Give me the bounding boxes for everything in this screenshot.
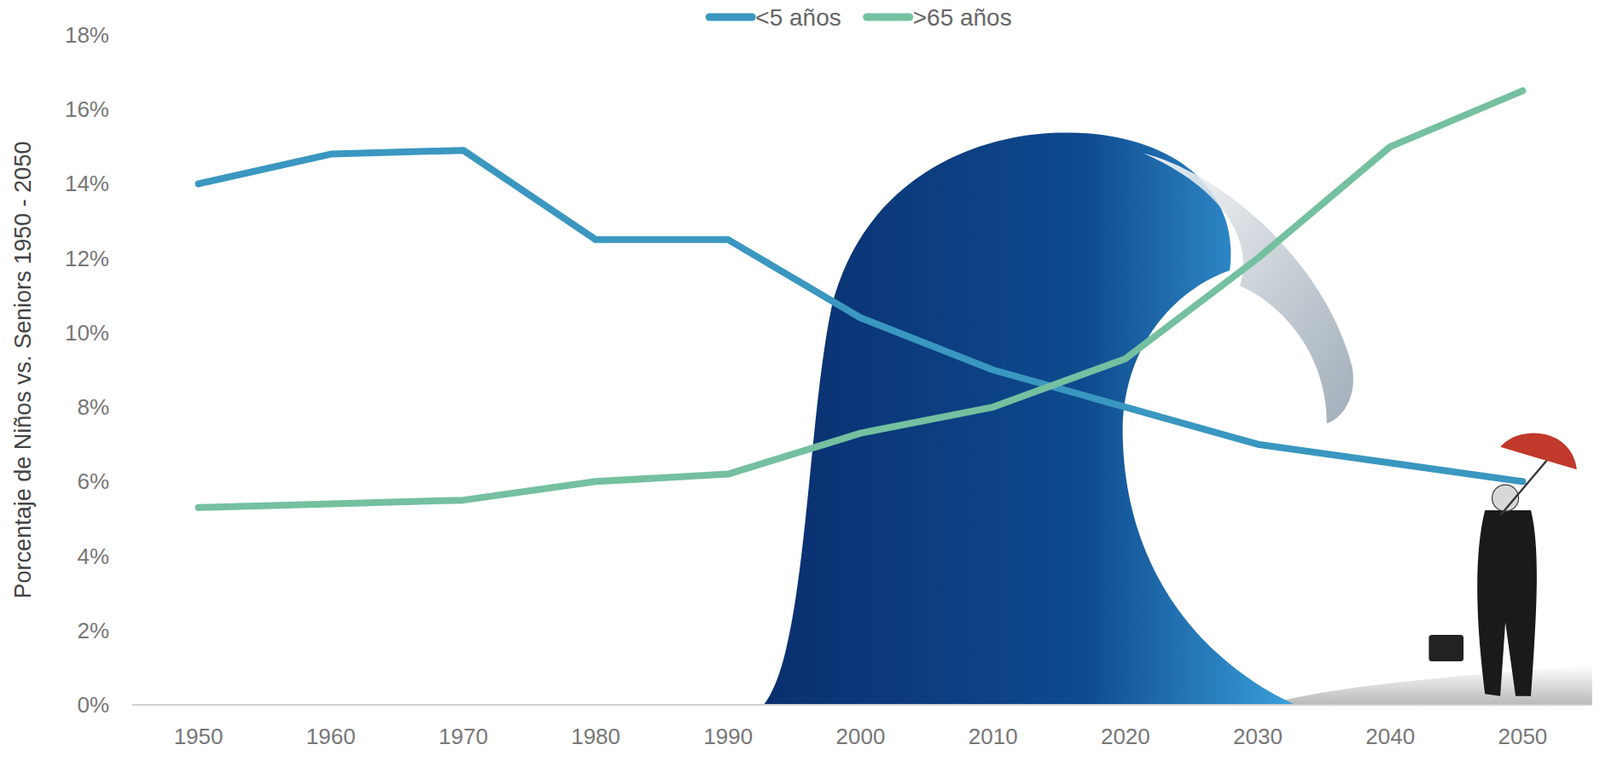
y-tick-label: 10% [64,320,110,346]
y-tick-label: 0% [76,692,110,718]
x-tick-label: 2010 [968,723,1019,750]
x-tick-label: 1950 [174,723,224,750]
briefcase [1428,634,1464,662]
x-tick-label: 2000 [836,723,886,750]
x-tick-label: 1970 [438,723,489,750]
x-tick-label: 2020 [1100,723,1151,750]
wave-foam [1143,152,1354,424]
x-tick-label: 2030 [1233,723,1283,750]
x-tick-label: 1960 [306,723,356,750]
y-tick-label: 4% [76,543,110,570]
y-tick-label: 6% [76,468,110,495]
ground-shadow [1265,665,1593,706]
y-tick-label: 16% [64,96,110,123]
y-axis-title: Porcentaje de Niños vs. Seniors 1950 - 2… [10,141,36,600]
umbrella [1500,432,1577,470]
x-tick-label: 1980 [570,723,621,750]
x-tick-label: 1990 [703,723,753,750]
y-tick-label: 14% [64,170,110,197]
y-tick-label: 18% [64,22,110,48]
wave [763,132,1297,705]
y-tick-label: 2% [76,617,110,644]
legend-swatch [866,13,910,22]
x-axis-line [132,704,1589,706]
plot-area [198,90,1524,507]
y-tick-label: 8% [76,394,110,420]
legend: <5 años >65 años [709,4,1012,31]
body [1477,510,1537,697]
y-tick-label: 12% [64,245,110,272]
x-tick-label: 2040 [1365,723,1415,750]
chart: 0% 2% 4% 6% 8% 10% 12% 14% 16% 18% 1950 1960 1970 198… [0,0,1600,762]
x-tick-label: 2050 [1497,723,1548,750]
legend-label: >65 años [913,4,1013,31]
series-line [198,90,1524,507]
legend-label: <5 años [755,4,841,31]
legend-swatch [709,13,752,22]
